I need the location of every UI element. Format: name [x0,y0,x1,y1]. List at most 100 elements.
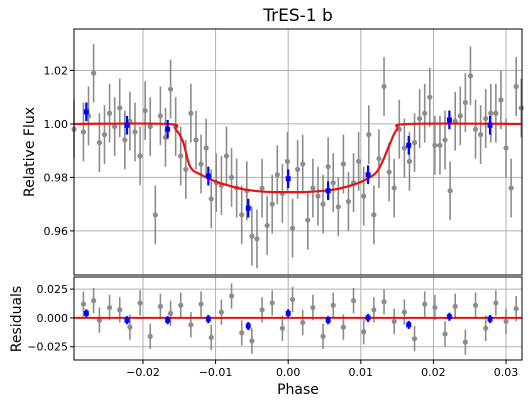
raw-data-point [483,325,489,331]
raw-data-point [472,302,479,308]
raw-data-point [422,301,428,307]
lightcurve-binned-points [83,102,493,218]
binned-data-point [285,176,291,182]
raw-data-point [137,300,143,306]
raw-data-point [361,193,367,199]
x-tick-label: 0.02 [421,366,446,379]
raw-data-point [274,172,280,178]
residuals-y-axis-label: Residuals [9,286,25,352]
raw-data-point [112,123,118,130]
residuals-binned-points [83,309,493,331]
raw-data-point [106,304,113,311]
raw-data-point [381,299,387,305]
raw-data-point [320,201,326,207]
raw-data-point [371,307,377,313]
raw-data-point [228,174,235,181]
raw-data-point [91,70,97,76]
binned-data-point [487,122,493,128]
raw-data-point [457,113,463,119]
transit-model-curve [73,122,523,194]
raw-data-point [300,319,306,326]
raw-data-point [417,115,423,122]
binned-data-point [245,205,251,211]
y-tick-label: 0.96 [44,225,69,238]
raw-data-point [340,161,346,167]
raw-data-point [478,132,484,138]
raw-data-point [305,217,311,223]
raw-data-point [462,99,468,106]
raw-data-point [295,166,301,172]
raw-data-point [513,83,519,90]
raw-data-point [406,158,413,164]
raw-data-point [411,336,418,342]
residuals-x-ticks: −0.02 −0.01 0.00 0.01 0.02 0.03 [126,360,518,379]
raw-data-point [325,164,331,170]
raw-data-point [493,110,499,116]
raw-data-point [340,324,346,330]
raw-data-point [188,322,194,328]
chart-title: TrES-1 b [262,6,333,26]
binned-data-point [487,316,493,322]
raw-data-point [183,166,189,172]
raw-data-point [228,293,235,299]
raw-data-point [254,236,260,242]
raw-data-point [259,185,265,191]
binned-data-point [446,314,452,320]
raw-data-point [80,129,87,135]
x-axis-label: Phase [277,382,319,398]
binned-data-point [325,188,331,194]
raw-data-point [193,137,199,143]
binned-data-point [325,317,331,323]
raw-data-point [310,185,316,191]
x-tick-label: 0.00 [276,366,301,379]
x-tick-label: −0.02 [126,366,160,379]
binned-data-point [124,122,130,128]
raw-data-point [350,298,357,304]
raw-data-point [269,201,275,207]
raw-data-point [356,158,362,164]
raw-data-point [106,110,113,116]
binned-data-point [285,310,291,316]
raw-data-point [198,161,204,167]
raw-data-point [320,333,326,339]
raw-data-point [239,212,245,218]
raw-data-point [239,330,245,336]
raw-data-point [223,153,230,159]
raw-data-point [167,86,174,92]
raw-data-point [432,304,438,311]
raw-data-point [132,129,138,135]
binned-data-point [205,316,211,322]
raw-data-point [157,303,164,309]
x-tick-label: −0.01 [199,366,233,379]
raw-data-point [401,309,407,315]
raw-data-point [300,161,306,167]
binned-data-point [245,323,251,329]
raw-data-point [284,158,291,164]
raw-data-point [503,318,509,324]
raw-data-point [96,140,103,146]
raw-data-point [513,306,519,312]
raw-data-point [366,132,372,138]
raw-data-point [96,317,103,323]
binned-data-point [83,109,89,115]
raw-data-point [122,137,128,143]
y-tick-label: −0.025 [27,341,68,354]
raw-data-point [498,97,504,103]
raw-data-point [452,303,458,309]
raw-data-point [203,145,209,151]
lightcurve-y-ticks: 0.96 0.98 1.00 1.02 [44,64,74,238]
y-tick-label: 1.00 [44,118,69,131]
raw-data-point [178,153,184,159]
residuals-panel: −0.025 0.000 0.025 −0.02 −0.01 0.00 0.01 0.02 0… [9,276,523,398]
residuals-raw-points [80,283,519,355]
raw-data-point [467,73,474,79]
raw-data-point [127,324,133,330]
raw-data-point [422,110,428,116]
raw-data-point [279,325,285,331]
raw-data-point [80,301,87,307]
raw-data-point [330,302,336,308]
raw-data-point [198,301,204,307]
raw-data-point [493,300,499,306]
raw-data-point [345,198,352,205]
